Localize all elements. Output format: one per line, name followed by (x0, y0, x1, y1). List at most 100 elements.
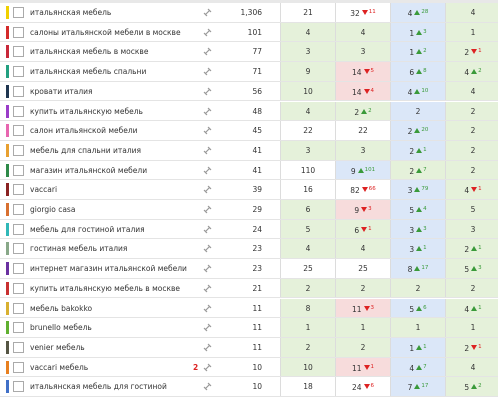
keyword-row: итальянская мебель для гостиной 10 18 24 6 7 1… (0, 377, 498, 397)
keyword: giorgio casa (30, 205, 76, 214)
checkbox[interactable] (13, 263, 24, 275)
position-cell: 3 (335, 42, 390, 62)
position: 2 (415, 283, 421, 293)
position: 11 (351, 304, 362, 314)
checkbox[interactable] (13, 7, 24, 18)
change-arrow (357, 167, 364, 173)
checkbox[interactable] (13, 26, 24, 38)
position-cell: 14 4 (335, 81, 390, 101)
position: 5 (409, 304, 415, 314)
frequency: 23 (252, 264, 262, 274)
link-icon[interactable] (203, 304, 212, 315)
position-cell: 2 (280, 278, 335, 298)
link-icon[interactable] (203, 166, 212, 177)
change-arrow (416, 29, 423, 35)
group-color (6, 321, 9, 335)
frequency: 11 (252, 303, 262, 313)
checkbox[interactable] (13, 381, 24, 393)
position-change: 2 (478, 383, 482, 390)
group-color (6, 25, 9, 39)
checkbox[interactable] (13, 243, 24, 255)
checkbox[interactable] (13, 46, 24, 58)
keyword-row: brunello мебель 11 1 1 1 1 (0, 318, 498, 338)
checkbox[interactable] (13, 144, 24, 156)
frequency: 77 (252, 47, 262, 57)
link-icon[interactable] (203, 87, 212, 98)
link-icon[interactable] (203, 28, 212, 39)
link-icon[interactable] (203, 323, 212, 334)
frequency: 29 (252, 205, 262, 214)
frequency: 24 (252, 224, 262, 234)
checkbox[interactable] (13, 322, 24, 334)
position-change: 4 (370, 87, 375, 94)
keyword-row: интернет магазин итальянской мебели 23 25 2… (0, 259, 498, 279)
position: 14 (351, 87, 362, 97)
checkbox[interactable] (13, 125, 24, 137)
link-icon[interactable] (203, 146, 212, 157)
checkbox[interactable] (13, 282, 24, 294)
position-cell: 4 (280, 239, 335, 259)
checkbox[interactable] (13, 105, 24, 117)
keyword: мебель для спальни италия (30, 145, 142, 155)
position-cell: 7 17 (390, 377, 445, 396)
checkbox[interactable] (13, 164, 24, 176)
position-cell: 25 (280, 259, 335, 278)
change-arrow (471, 246, 478, 252)
link-icon[interactable] (203, 8, 212, 19)
link-icon[interactable] (203, 244, 212, 255)
position: 4 (464, 304, 470, 314)
position-cell: 4 (445, 81, 498, 101)
link-icon[interactable] (203, 126, 212, 137)
link-icon[interactable] (203, 264, 212, 275)
checkbox[interactable] (13, 223, 24, 235)
link-icon[interactable] (203, 363, 212, 374)
position-change: 7 (423, 166, 427, 173)
link-icon[interactable] (203, 205, 212, 216)
link-icon[interactable] (203, 343, 212, 354)
link-icon[interactable] (203, 47, 212, 58)
frequency: 56 (252, 86, 262, 96)
position: 4 (464, 68, 470, 78)
checkbox[interactable] (13, 66, 24, 78)
position: 25 (358, 264, 368, 274)
link-icon[interactable] (203, 225, 212, 236)
checkbox[interactable] (13, 341, 24, 353)
position-change: 1 (423, 245, 427, 252)
position: 4 (305, 106, 311, 116)
group-color (6, 301, 9, 315)
position: 5 (409, 206, 415, 215)
position-cell: 2 (390, 278, 445, 298)
change-arrow (363, 384, 370, 390)
group-color (6, 65, 9, 79)
link-icon[interactable] (203, 284, 212, 295)
keyword-row: мебель bakokko 11 8 11 3 5 6 4 1 (0, 298, 498, 319)
keyword: мебель bakokko (30, 303, 93, 313)
position-change: 1 (370, 363, 375, 370)
link-icon[interactable] (203, 67, 212, 78)
position: 1 (470, 323, 476, 333)
checkbox[interactable] (13, 85, 24, 97)
position: 32 (350, 9, 360, 18)
checkbox[interactable] (13, 302, 24, 314)
link-icon[interactable] (203, 382, 212, 393)
position: 9 (354, 206, 360, 215)
link-icon[interactable] (203, 107, 212, 118)
checkbox[interactable] (13, 204, 24, 215)
position: 9 (350, 166, 356, 176)
checkbox[interactable] (13, 184, 24, 196)
position: 5 (470, 205, 476, 214)
link-icon[interactable] (203, 185, 212, 196)
position: 2 (470, 106, 476, 116)
position-change: 1 (478, 186, 482, 193)
keyword: итальянская мебель (30, 8, 112, 17)
position-cell: 4 10 (390, 81, 445, 101)
position-cell: 1 (335, 318, 390, 337)
frequency: 11 (252, 323, 262, 333)
position: 3 (409, 245, 415, 255)
position-cell: 25 (335, 259, 390, 278)
checkbox[interactable] (13, 361, 24, 373)
group-color (6, 104, 9, 118)
